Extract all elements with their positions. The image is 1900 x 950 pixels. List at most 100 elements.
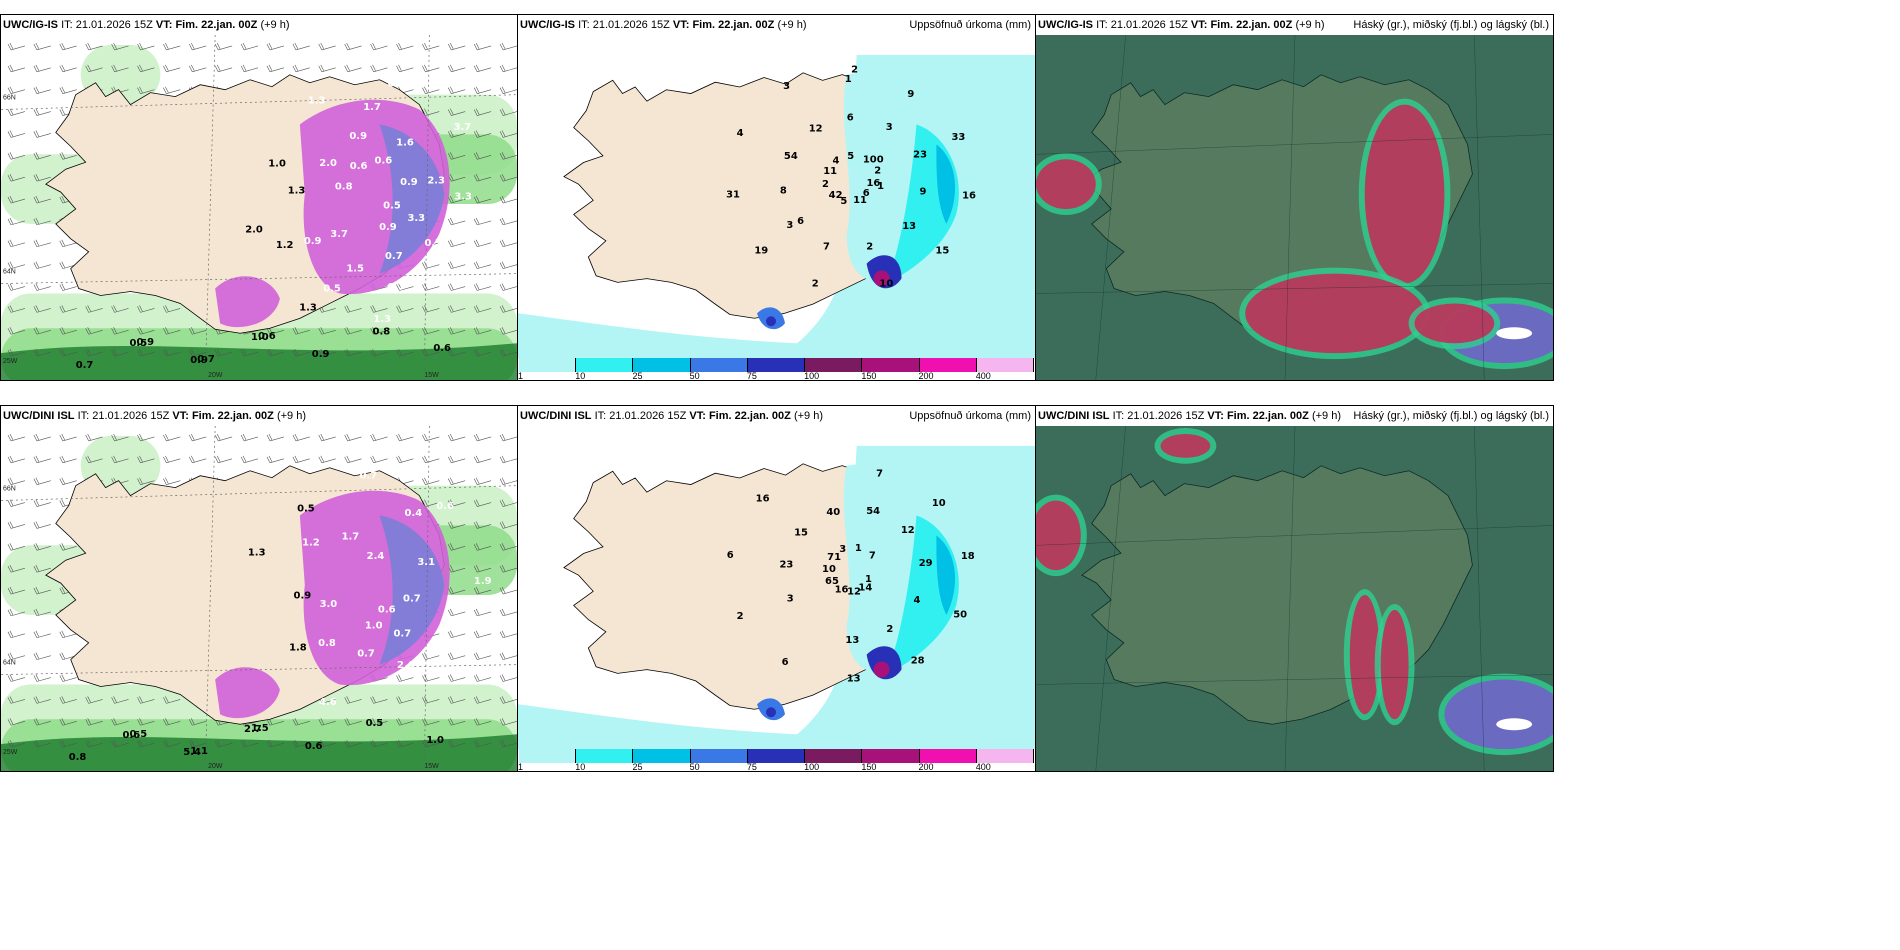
panel-title: UWC/IG-IS IT: 21.01.2026 15Z VT: Fim. 22… bbox=[1, 15, 517, 35]
snow-depth-label: 0.6 bbox=[375, 156, 393, 167]
precip-value-label: 1 bbox=[855, 543, 862, 554]
precip-value-label: 13 bbox=[902, 221, 916, 232]
snow-depth-label: 1.1 bbox=[190, 746, 208, 757]
colorbar-tick-label: 200 bbox=[918, 371, 934, 381]
snow-depth-label: 1.9 bbox=[474, 576, 492, 587]
precip-value-label: 16 bbox=[867, 178, 881, 189]
snow-depth-label: 0.7 bbox=[385, 251, 403, 262]
colorbar-tick-label: 100 bbox=[804, 371, 820, 381]
precip-value-label: 54 bbox=[784, 151, 798, 162]
snow-depth-label: 0.6 bbox=[305, 741, 323, 752]
grid-label: 64N bbox=[3, 269, 16, 276]
grid-label: 66N bbox=[3, 486, 16, 493]
snow-depth-label: 0.4 bbox=[405, 508, 423, 519]
colorbar-swatch bbox=[747, 749, 806, 763]
snow-depth-label: 1.3 bbox=[248, 547, 266, 558]
panel-title: UWC/IG-IS IT: 21.01.2026 15Z VT: Fim. 22… bbox=[518, 15, 1035, 35]
colorbar-swatch bbox=[633, 358, 691, 372]
grid-label: 66N bbox=[3, 95, 16, 102]
precip-value-label: 10 bbox=[879, 278, 893, 289]
colorbar-tick-label: 400 bbox=[975, 371, 991, 381]
grid-label: 20W bbox=[208, 763, 223, 770]
snow-depth-label: 1.2 bbox=[302, 537, 320, 548]
snow-depth-label: 3.3 bbox=[407, 213, 425, 224]
colorbar-tick-label: 150 bbox=[861, 762, 877, 772]
panel-snow-dini: UWC/DINI ISL IT: 21.01.2026 15Z VT: Fim.… bbox=[0, 405, 518, 772]
snow-depth-label: 0.5 bbox=[323, 284, 341, 295]
precip-value-label: 19 bbox=[754, 246, 768, 257]
snow-map: 66N 64N 20W 15W 25W 0.5 0.9 0.5 0.7 1.0 0.9 0.5 0.6 0… bbox=[1, 35, 517, 380]
precip-value-label: 3 bbox=[783, 81, 790, 92]
snow-depth-label: 2.7 bbox=[244, 724, 262, 735]
snow-depth-label: 1.0 bbox=[426, 735, 444, 746]
snow-depth-label: 1.0 bbox=[268, 159, 286, 170]
colorbar-swatch bbox=[862, 358, 920, 372]
snow-depth-label: 0.6 bbox=[433, 343, 451, 354]
colorbar-tick-label: 50 bbox=[689, 762, 700, 772]
precip-value-label: 2 bbox=[866, 242, 873, 253]
precip-value-label: 6 bbox=[782, 657, 789, 668]
snow-depth-label: 0.7 bbox=[424, 238, 442, 249]
colorbar-swatch bbox=[919, 358, 977, 372]
snow-depth-label: 3.7 bbox=[330, 229, 348, 240]
grid-label: 64N bbox=[3, 660, 16, 667]
snow-depth-label: 1.8 bbox=[289, 642, 307, 653]
snow-depth-label: 0.9 bbox=[190, 355, 208, 366]
precip-value-label: 16 bbox=[835, 585, 849, 596]
colorbar-tick-label: 10 bbox=[575, 762, 586, 772]
colorbar-tick-label: 200 bbox=[918, 762, 934, 772]
precip-value-label: 31 bbox=[726, 189, 740, 200]
colorbar-tick-label: 100 bbox=[804, 762, 820, 772]
precip-value-label: 3 bbox=[787, 593, 794, 604]
grid-label: 20W bbox=[208, 372, 223, 379]
precip-value-label: 23 bbox=[913, 150, 927, 161]
precip-value-label: 16 bbox=[962, 191, 976, 202]
precip-value-label: 2 bbox=[851, 64, 858, 75]
snow-depth-label: 0.6 bbox=[378, 604, 396, 615]
precip-value-label: 29 bbox=[919, 558, 933, 569]
snow-depth-label: 0.7 bbox=[403, 593, 421, 604]
snow-depth-label: 0.9 bbox=[312, 349, 330, 360]
precip-value-label: 2 bbox=[886, 624, 893, 635]
snow-depth-label: 0.6 bbox=[350, 161, 368, 172]
snow-depth-label: 0.7 bbox=[387, 282, 405, 293]
snow-depth-label: 3.1 bbox=[417, 557, 435, 568]
panel-clouds-dini: UWC/DINI ISL IT: 21.01.2026 15Z VT: Fim.… bbox=[1035, 405, 1554, 772]
precip-map: 1 3 7 14 23 10 12 15 18 16 40 50 65 54 28 10 12 13 71 29 6 3 4… bbox=[518, 426, 1035, 749]
precip-value-label: 11 bbox=[853, 195, 867, 206]
snow-depth-label: 0.6 bbox=[258, 331, 276, 342]
precip-value-label: 5 bbox=[847, 151, 854, 162]
precip-value-label: 4 bbox=[832, 156, 839, 167]
cloud-map bbox=[1036, 426, 1553, 771]
colorbar-swatch bbox=[805, 358, 863, 372]
precip-value-label: 6 bbox=[847, 113, 854, 124]
snow-depth-label: 0.9 bbox=[379, 222, 397, 233]
panel-title: UWC/DINI ISL IT: 21.01.2026 15Z VT: Fim.… bbox=[518, 406, 1035, 426]
colorbar-swatch bbox=[747, 358, 806, 372]
precip-value-label: 16 bbox=[756, 493, 770, 504]
precip-value-label: 4 bbox=[914, 595, 921, 606]
precip-value-label: 7 bbox=[823, 242, 830, 253]
snow-depth-label: 1.3 bbox=[308, 95, 326, 106]
snow-depth-label: 1.3 bbox=[288, 185, 306, 196]
precip-value-label: 65 bbox=[825, 576, 839, 587]
snow-depth-label: 0.9 bbox=[136, 337, 154, 348]
precip-value-label: 6 bbox=[797, 216, 804, 227]
colorbar-swatch bbox=[633, 749, 691, 763]
panel-precip-igis: UWC/IG-IS IT: 21.01.2026 15Z VT: Fim. 22… bbox=[517, 14, 1036, 381]
precip-value-label: 13 bbox=[845, 635, 859, 646]
precip-value-label: 15 bbox=[794, 527, 808, 538]
precip-value-label: 50 bbox=[953, 610, 967, 621]
precip-value-label: 12 bbox=[901, 525, 915, 536]
snow-depth-label: 1.2 bbox=[276, 240, 294, 251]
snow-depth-label: 0.7 bbox=[394, 629, 412, 640]
precip-value-label: 6 bbox=[863, 188, 870, 199]
precip-value-label: 11 bbox=[823, 166, 837, 177]
colorbar-tick-label: 25 bbox=[632, 762, 643, 772]
snow-depth-label: 0.5 bbox=[383, 201, 401, 212]
colorbar-tick-label: 10 bbox=[575, 371, 586, 381]
snow-depth-label: 0.9 bbox=[400, 177, 418, 188]
colorbar-tick-label: 50 bbox=[689, 371, 700, 381]
precip-colorbar: 1 10 25 50 75 100 150 200 400 bbox=[518, 749, 1035, 771]
snow-depth-label: 0.7 bbox=[357, 649, 375, 660]
